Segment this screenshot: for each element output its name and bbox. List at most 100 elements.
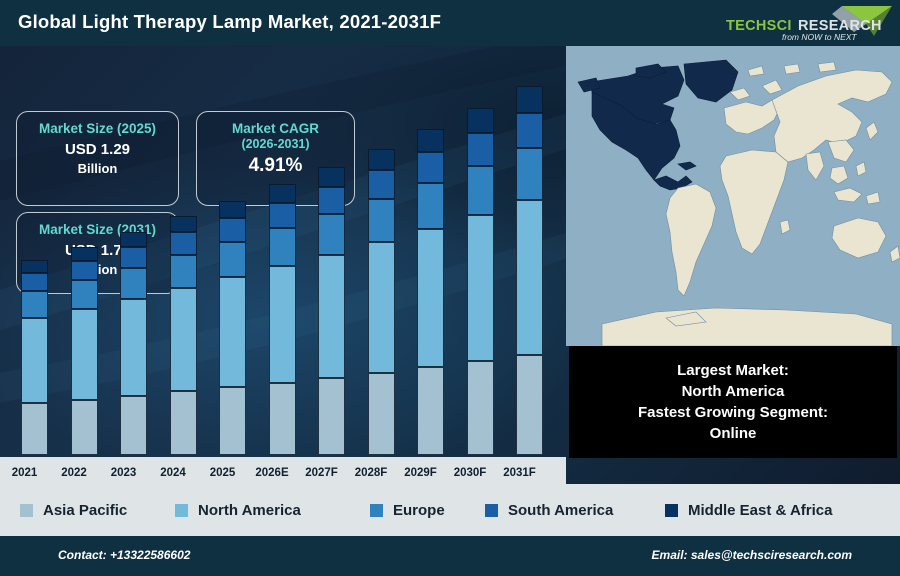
legend-item-south-america[interactable]: South America <box>485 502 613 519</box>
card-market-size-2031: Market Size (2031) USD 1.72 Billion <box>16 212 179 294</box>
bar-segment-middle-east-africa <box>367 148 395 170</box>
bar-segment-asia-pacific <box>219 387 246 455</box>
bar-2030F[interactable] <box>466 108 494 455</box>
card-market-size-2025: Market Size (2025) USD 1.29 Billion <box>16 111 179 206</box>
bar-segment-north-america <box>219 277 246 388</box>
bar-segment-south-america <box>219 218 246 242</box>
bar-segment-north-america <box>516 199 543 355</box>
bar-segment-europe <box>268 228 296 267</box>
bar-segment-north-america <box>21 317 48 404</box>
bars-container <box>10 85 558 455</box>
bar-segment-north-america <box>120 298 147 396</box>
legend-label: Asia Pacific <box>43 501 128 519</box>
x-axis-label-2026E: 2026E <box>255 467 289 479</box>
callout-line-2: North America <box>681 383 785 400</box>
callout-box: Largest Market: North America Fastest Gr… <box>569 346 897 458</box>
legend-swatch <box>20 503 33 517</box>
legend-item-asia-pacific[interactable]: Asia Pacific <box>20 502 127 519</box>
bar-segment-asia-pacific <box>516 354 543 455</box>
bar-2026E[interactable] <box>268 184 296 455</box>
bar-segment-north-america <box>367 242 395 373</box>
bar-segment-asia-pacific <box>120 395 147 455</box>
bar-segment-south-america <box>21 272 48 291</box>
x-axis-label-2027F: 2027F <box>305 467 338 479</box>
bar-segment-middle-east-africa <box>21 260 48 273</box>
x-axis-label-2031F: 2031F <box>503 467 536 479</box>
x-axis-label-2023: 2023 <box>110 467 137 479</box>
bar-segment-south-america <box>516 112 543 148</box>
svg-text:RESEARCH: RESEARCH <box>798 18 882 34</box>
x-axis-label-2030F: 2030F <box>453 467 487 479</box>
bar-segment-middle-east-africa <box>318 167 345 187</box>
x-axis-labels: 2021 2022 2023 2024 2025 2026E 2027F 2028F 2029F… <box>0 457 566 484</box>
bar-segment-europe <box>516 147 543 200</box>
bar-segment-europe <box>70 280 98 310</box>
bar-segment-asia-pacific <box>417 367 444 455</box>
legend-item-north-america[interactable]: North America <box>175 502 301 519</box>
callout-line-4: Online <box>709 425 757 442</box>
card-value: 4.91% <box>248 155 303 176</box>
bar-2024[interactable] <box>169 216 197 455</box>
bar-segment-europe <box>417 182 444 229</box>
bar-segment-south-america <box>466 132 494 166</box>
legend-swatch <box>485 503 498 517</box>
legend-label: South America <box>508 501 614 519</box>
bar-segment-south-america <box>70 261 98 281</box>
stacked-bar-chart: 2021 2022 2023 2024 2025 2026E 2027F 2028F 2029F… <box>0 46 566 484</box>
bar-segment-middle-east-africa <box>120 232 147 248</box>
bar-segment-south-america <box>268 202 296 229</box>
legend-label: North America <box>198 501 301 519</box>
x-axis-label-2029F: 2029F <box>404 467 437 479</box>
bar-segment-middle-east-africa <box>417 129 444 152</box>
bar-segment-europe <box>219 241 246 278</box>
card-title: Market CAGR <box>231 121 320 136</box>
bar-segment-north-america <box>318 254 345 378</box>
bar-segment-middle-east-africa <box>70 247 98 261</box>
bar-segment-europe <box>120 267 147 299</box>
footer-email: Email: sales@techsciresearch.com <box>651 548 852 562</box>
legend-label: Europe <box>393 501 445 519</box>
bar-segment-south-america <box>417 151 444 183</box>
svg-text:from NOW to NEXT: from NOW to NEXT <box>782 32 857 42</box>
bar-segment-middle-east-africa <box>268 184 296 203</box>
legend-item-middle-east-africa[interactable]: Middle East & Africa <box>665 502 832 519</box>
bar-2022[interactable] <box>70 247 98 455</box>
bar-segment-south-america <box>318 186 345 215</box>
bar-segment-south-america <box>169 232 197 255</box>
header-bar: Global Light Therapy Lamp Market, 2021-2… <box>0 0 900 46</box>
bar-segment-asia-pacific <box>367 372 395 455</box>
legend-item-europe[interactable]: Europe <box>370 502 445 519</box>
bar-segment-north-america <box>466 214 494 362</box>
bar-segment-south-america <box>367 169 395 199</box>
callout-line-3: Fastest Growing Segment: <box>637 404 829 421</box>
page-title: Global Light Therapy Lamp Market, 2021-2… <box>18 11 442 32</box>
bar-segment-middle-east-africa <box>219 200 246 219</box>
bar-2025[interactable] <box>219 200 246 455</box>
bar-segment-europe <box>367 198 395 243</box>
legend-swatch <box>175 503 188 517</box>
bar-segment-asia-pacific <box>169 391 197 455</box>
bar-segment-europe <box>318 214 345 255</box>
bar-segment-europe <box>169 254 197 288</box>
bar-2023[interactable] <box>120 232 147 455</box>
bar-segment-north-america <box>268 266 296 383</box>
world-map <box>566 46 900 346</box>
card-subtitle: (2026-2031) <box>241 137 310 151</box>
bar-segment-middle-east-africa <box>516 86 543 113</box>
bar-2021[interactable] <box>21 260 48 455</box>
bar-segment-north-america <box>169 287 197 392</box>
bar-2029F[interactable] <box>417 129 444 455</box>
bar-2027F[interactable] <box>318 167 345 455</box>
bar-segment-europe <box>466 165 494 215</box>
bar-2031F[interactable] <box>516 86 543 455</box>
bar-segment-asia-pacific <box>466 361 494 455</box>
footer-contact: Contact: +13322586602 <box>58 548 191 562</box>
bar-segment-europe <box>21 290 48 318</box>
bar-2028F[interactable] <box>367 148 395 455</box>
chart-legend: Asia Pacific North America Europe South Ame… <box>0 484 900 536</box>
bar-segment-north-america <box>70 309 98 400</box>
x-axis-strip <box>0 457 566 484</box>
card-unit: Billion <box>77 161 118 176</box>
x-axis-label-2025: 2025 <box>209 467 236 479</box>
